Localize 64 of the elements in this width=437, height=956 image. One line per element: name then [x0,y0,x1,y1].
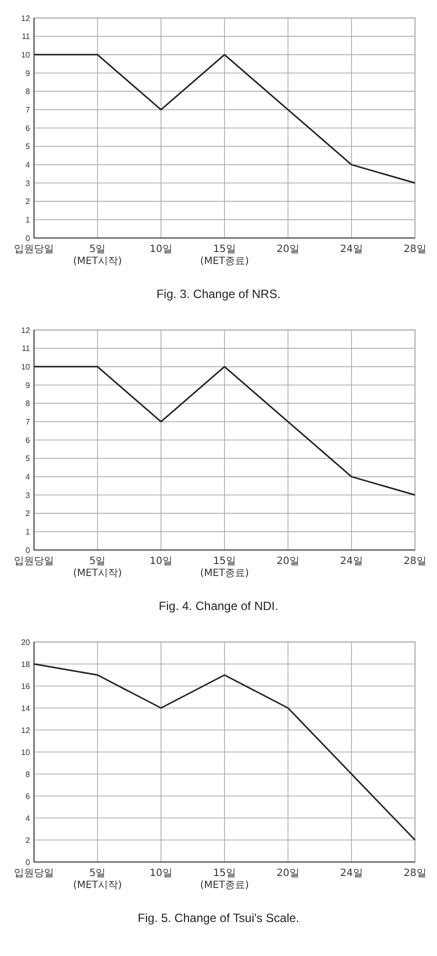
y-tick-label: 10 [21,748,31,757]
y-tick-label: 7 [26,417,31,426]
y-tick-label: 20 [21,638,31,647]
y-tick-label: 0 [26,234,31,243]
line-series [33,663,416,841]
y-tick-label: 7 [26,105,31,114]
y-tick-label: 6 [26,436,31,445]
y-tick-label: 9 [26,68,31,78]
y-tick-label: 5 [26,454,31,464]
line-series [33,366,416,496]
text: Fig. 5. Change of Tsui's Scale. [138,911,300,925]
line-series [33,54,416,184]
y-tick-label: 11 [22,32,31,42]
y-tick-label: 9 [26,380,31,390]
y-tick-label: 4 [26,160,31,170]
x-tick-label: 15일(MET종료) [200,556,250,579]
y-tick-label: 0 [26,546,31,555]
x-tick-label: 입원당일 [14,556,54,567]
x-tick-label: 20일 [276,556,300,567]
x-tick-label: 10일 [150,244,172,255]
y-tick-label: 4 [26,814,31,823]
y-tick-label: 14 [21,704,31,713]
x-tick-label: 10일 [150,868,172,879]
x-tick-label: 15일(MET종료) [200,868,250,891]
y-tick-label: 4 [26,472,31,482]
y-tick-label: 12 [21,326,31,335]
y-tick-label: 10 [21,362,31,372]
x-tick-label: 입원당일 [14,244,54,255]
y-tick-label: 2 [26,197,31,206]
y-tick-label: 11 [22,344,31,354]
y-tick-label: 2 [26,836,31,845]
x-tick-label: 5일(MET시작) [73,556,122,579]
x-tick-label: 15일(MET종료) [200,244,250,267]
x-tick-label: 28일 [404,556,426,567]
y-tick-label: 2 [26,509,31,518]
x-tick-label: 10일 [150,556,172,567]
x-tick-label: 20일 [276,244,300,255]
y-tick-label: 0 [26,858,31,867]
y-tick-label: 12 [21,726,31,735]
text: Fig. 4. Change of NDI. [158,599,278,613]
y-tick-label: 5 [26,142,31,152]
y-tick-label: 8 [26,87,31,96]
x-tick-label: 24일 [340,244,363,255]
y-tick-label: 6 [26,124,31,133]
y-tick-label: 6 [26,792,31,801]
y-tick-label: 16 [21,682,31,691]
x-tick-label: 20일 [276,868,300,879]
y-tick-label: 3 [26,178,31,188]
text: Fig. 3. Change of NRS. [156,287,281,301]
y-tick-label: 1 [26,215,31,224]
x-tick-label: 24일 [340,556,363,567]
y-tick-label: 10 [21,50,31,60]
x-tick-label: 입원당일 [14,868,54,879]
y-tick-label: 8 [26,770,31,779]
y-tick-label: 1 [26,527,31,536]
x-tick-label: 24일 [340,868,363,879]
y-tick-label: 18 [21,660,31,669]
x-tick-label: 5일(MET시작) [73,868,122,891]
x-tick-label: 28일 [404,244,426,255]
y-tick-label: 8 [26,399,31,408]
y-tick-label: 12 [21,14,31,23]
y-tick-label: 3 [26,490,31,500]
x-tick-label: 28일 [404,868,426,879]
x-tick-label: 5일(MET시작) [73,244,122,267]
